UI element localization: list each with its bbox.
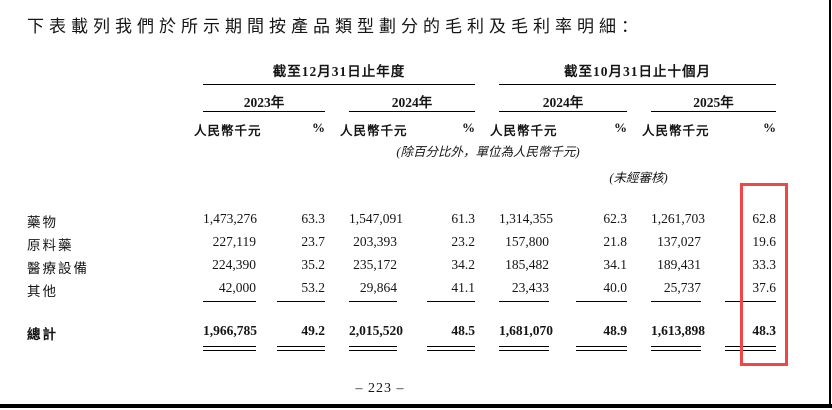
total-value: 48.3 — [752, 323, 776, 338]
cell-value: 40.0 — [576, 280, 627, 302]
total-cell-highlighted: 48.3 — [725, 323, 776, 353]
row-label-others: 其他 — [27, 284, 58, 299]
cell-value-highlighted: 19.6 — [752, 234, 776, 249]
cell-value: 235,172 — [353, 257, 397, 272]
unit-header-rmb-1: 人民幣千元 — [194, 124, 262, 138]
row-label-api: 原料藥 — [27, 238, 74, 253]
year-header-2025-10m: 2025年 — [651, 85, 776, 112]
unit-note: (除百分比外，單位為人民幣千元) — [396, 145, 580, 159]
cell-value: 63.3 — [301, 211, 325, 226]
cell-value: 23.2 — [451, 234, 475, 249]
intro-paragraph: 下表載列我們於所示期間按產品類型劃分的毛利及毛利率明細： — [27, 17, 643, 36]
cell-value: 23.7 — [301, 234, 325, 249]
cell-value: 1,314,355 — [499, 211, 553, 226]
total-value: 1,613,898 — [651, 323, 705, 338]
percent-header-1: % — [312, 120, 325, 135]
percent-header-4: % — [763, 120, 776, 135]
percent-header-2: % — [462, 120, 475, 135]
cell-value: 42,000 — [203, 280, 256, 302]
unit-header-rmb-4: 人民幣千元 — [642, 124, 710, 138]
gross-profit-table: 截至12月31日止年度 截至10月31日止十個月 2023年 2024年 202… — [27, 57, 776, 353]
row-label-pharmaceuticals: 藥物 — [27, 215, 58, 230]
cell-value: 1,473,276 — [203, 211, 257, 226]
total-value: 48.5 — [451, 323, 475, 338]
right-border-line — [829, 0, 831, 408]
cell-value: 41.1 — [427, 280, 475, 302]
cell-value: 185,482 — [505, 257, 549, 272]
cell-value: 227,119 — [212, 234, 256, 249]
total-cell: 1,681,070 — [499, 323, 553, 353]
cell-value: 34.2 — [451, 257, 475, 272]
cell-value: 157,800 — [505, 234, 549, 249]
total-cell: 1,613,898 — [651, 323, 705, 353]
cell-value-highlighted: 62.8 — [752, 211, 776, 226]
total-row-label: 總計 — [27, 327, 58, 342]
cell-value: 189,431 — [657, 257, 701, 272]
total-cell: 48.5 — [427, 323, 475, 353]
period-header-year-ended-dec31: 截至12月31日止年度 — [203, 57, 475, 85]
red-highlight-box — [740, 183, 788, 366]
double-rule — [277, 346, 325, 351]
cell-value: 21.8 — [603, 234, 627, 249]
unit-header-rmb-3: 人民幣千元 — [490, 124, 558, 138]
cell-value: 53.2 — [277, 280, 325, 302]
total-cell: 2,015,520 — [349, 323, 403, 353]
total-value: 2,015,520 — [349, 323, 403, 338]
cell-value: 25,737 — [651, 280, 701, 302]
bottom-border-line — [0, 404, 832, 408]
cell-value-highlighted: 37.6 — [725, 280, 776, 302]
year-header-2024: 2024年 — [349, 85, 475, 112]
total-cell: 49.2 — [277, 323, 325, 353]
total-value: 49.2 — [301, 323, 325, 338]
double-rule — [349, 346, 397, 351]
row-label-medical-devices: 醫療設備 — [27, 261, 89, 276]
cell-value: 1,547,091 — [349, 211, 403, 226]
cell-value: 1,261,703 — [651, 211, 705, 226]
cell-value: 203,393 — [353, 234, 397, 249]
cell-value: 34.1 — [603, 257, 627, 272]
total-value: 1,681,070 — [499, 323, 553, 338]
double-rule — [725, 346, 776, 351]
period-header-ten-months-oct31: 截至10月31日止十個月 — [499, 57, 776, 85]
cell-value: 62.3 — [603, 211, 627, 226]
double-rule — [499, 346, 549, 351]
page-number: – 223 – — [355, 381, 405, 396]
double-rule — [576, 346, 627, 351]
cell-value: 137,027 — [657, 234, 701, 249]
cell-value: 61.3 — [451, 211, 475, 226]
double-rule — [651, 346, 701, 351]
double-rule — [427, 346, 475, 351]
total-value: 48.9 — [603, 323, 627, 338]
percent-header-3: % — [614, 120, 627, 135]
cell-value: 29,864 — [349, 280, 397, 302]
unaudited-note: (未經審核) — [609, 171, 668, 185]
cell-value: 23,433 — [499, 280, 549, 302]
total-value: 1,966,785 — [203, 323, 257, 338]
year-header-2024-10m: 2024年 — [499, 85, 627, 112]
year-header-2023: 2023年 — [203, 85, 325, 112]
cell-value: 35.2 — [301, 257, 325, 272]
double-rule — [203, 346, 256, 351]
unit-header-rmb-2: 人民幣千元 — [340, 124, 408, 138]
total-cell: 48.9 — [576, 323, 627, 353]
cell-value: 224,390 — [212, 257, 256, 272]
total-cell: 1,966,785 — [203, 323, 257, 353]
cell-value-highlighted: 33.3 — [752, 257, 776, 272]
